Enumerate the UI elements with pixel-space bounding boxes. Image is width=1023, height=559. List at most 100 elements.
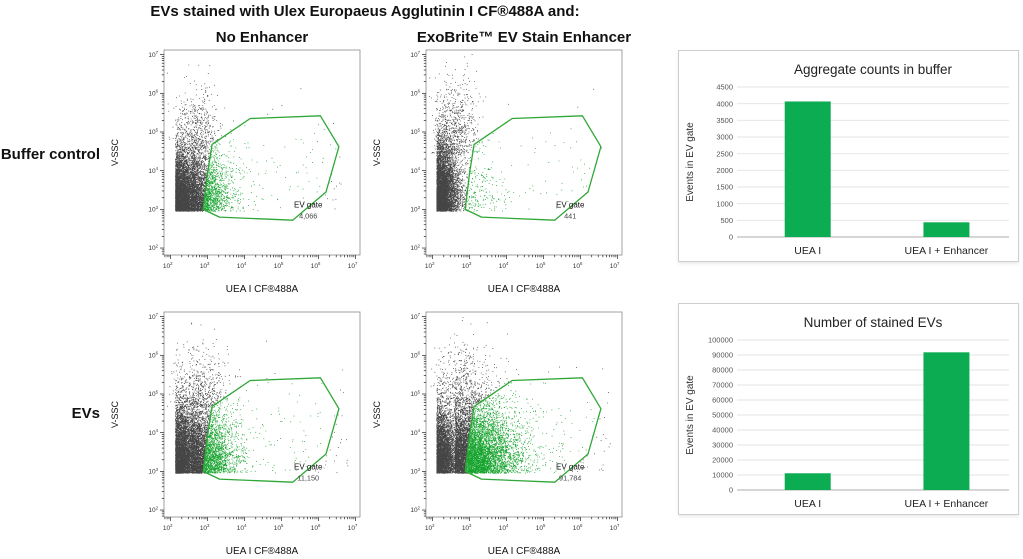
bar-uea-i-enhancer [923,352,970,490]
chart-title: Aggregate counts in buffer [794,62,953,77]
column-header-enhancer: ExoBrite™ EV Stain Enhancer [416,29,632,46]
ev-gate-count: 4,066 [299,212,317,221]
ungated-population-dots [429,54,602,212]
y-tick-label: 102 [148,505,158,514]
ungated-population-dots [430,317,611,474]
y-tick-label: 105 [148,127,158,136]
bar-uea-i [784,473,831,490]
x-tick-label: 107 [610,261,620,270]
y-tick-label: 104 [148,428,158,437]
flow-plot-buffer-no-enhancer: 102 102 103 103 104 104 105 105 106 106 107 107 UEA … [100,42,370,297]
y-tick-label: 102 [410,505,420,514]
y-axis-title: V-SSC [372,400,382,428]
y-axis-title: V-SSC [110,400,120,428]
bar-chart-svg: Number of stained EVs 0 10000 20000 30000 400… [685,315,1009,510]
figure-title: EVs stained with Ulex Europaeus Agglutin… [150,3,580,20]
plot-frame [425,49,623,256]
y-tick-label: 103 [410,205,420,214]
y-tick-label: 105 [410,389,420,398]
y-tick-label: 3500 [716,116,733,125]
y-tick-label: 50000 [712,411,733,420]
y-tick-label: 106 [410,89,420,98]
x-tick-label: 103 [462,523,472,532]
y-tick-label: 1000 [716,199,733,208]
y-tick-label: 106 [148,89,158,98]
x-axis-title: UEA I CF®488A [488,546,561,557]
y-tick-label: 103 [148,467,158,476]
axis-ticks [160,316,356,521]
y-tick-label: 500 [720,216,733,225]
y-tick-label: 107 [410,312,420,321]
axis-ticks [160,54,356,259]
y-tick-label: 2000 [716,166,733,175]
row-label-buffer-control: Buffer control [0,146,100,163]
flow-plot-svg: 102 102 103 103 104 104 105 105 106 106 107 107 UEA … [372,49,623,295]
y-tick-label: 0 [729,233,733,242]
x-tick-label: 103 [200,261,210,270]
x-tick-label: 102 [425,523,435,532]
x-tick-label: 106 [311,261,321,270]
x-tick-label: 104 [237,261,247,270]
ev-gate-polygon [202,377,340,483]
x-axis-title: UEA I CF®488A [226,284,299,295]
y-tick-label: 90000 [712,351,733,360]
y-axis-title: V-SSC [110,138,120,166]
ungated-population-dots [167,322,349,474]
bar-chart-svg: Aggregate counts in buffer 0 500 1000 1500 20… [685,62,1009,257]
x-category-label: UEA I [794,245,821,257]
gated-population-dots [465,128,590,212]
bar-uea-i-enhancer [923,222,970,237]
axis-ticks [422,316,618,521]
x-tick-label: 107 [610,523,620,532]
x-category-label: UEA I + Enhancer [905,245,989,257]
x-tick-label: 104 [499,261,509,270]
x-tick-label: 107 [348,523,358,532]
y-tick-label: 0 [729,486,733,495]
y-tick-label: 102 [410,243,420,252]
y-axis-title: Events in EV gate [685,375,696,455]
flow-plot-svg: 102 102 103 103 104 104 105 105 106 106 107 107 UEA … [110,49,361,295]
x-category-label: UEA I [794,498,821,510]
y-tick-label: 40000 [712,426,733,435]
x-tick-label: 102 [425,261,435,270]
flow-plot-evs-no-enhancer: 102 102 103 103 104 104 105 105 106 106 107 107 UEA … [100,304,370,559]
x-tick-label: 107 [348,261,358,270]
x-tick-label: 106 [573,261,583,270]
y-tick-label: 104 [148,166,158,175]
x-tick-label: 104 [499,523,509,532]
axis-ticks [422,54,618,259]
chart-title: Number of stained EVs [804,315,943,330]
y-tick-label: 105 [410,127,420,136]
y-tick-label: 106 [148,351,158,360]
y-tick-label: 105 [148,389,158,398]
ev-gate-polygon [464,115,602,221]
y-tick-label: 107 [148,50,158,59]
y-axis-title: Events in EV gate [685,122,696,202]
x-tick-label: 104 [237,523,247,532]
y-tick-label: 107 [410,50,420,59]
y-axis-title: V-SSC [372,138,382,166]
ev-gate-label: EV gate [294,462,323,471]
flow-plot-evs-enhancer: 102 102 103 103 104 104 105 105 106 106 107 107 UEA … [362,304,632,559]
flow-plot-buffer-enhancer: 102 102 103 103 104 104 105 105 106 106 107 107 UEA … [362,42,632,297]
y-tick-label: 60000 [712,396,733,405]
ev-gate-polygon [202,115,340,221]
y-tick-label: 4000 [716,99,733,108]
column-header-no-enhancer: No Enhancer [215,29,309,46]
y-tick-label: 70000 [712,381,733,390]
ev-gate-label: EV gate [556,462,585,471]
y-tick-label: 104 [410,166,420,175]
x-tick-label: 103 [200,523,210,532]
y-tick-label: 30000 [712,441,733,450]
ev-gate-polygon [464,377,602,483]
row-label-evs: EVs [71,405,100,422]
x-tick-label: 105 [274,523,284,532]
ev-gate-label: EV gate [556,200,585,209]
ev-gate-count: 441 [564,212,576,221]
y-tick-label: 20000 [712,456,733,465]
y-tick-label: 3000 [716,133,733,142]
gated-population-dots [465,378,595,474]
ev-gate-label: EV gate [294,200,323,209]
x-tick-label: 105 [274,261,284,270]
